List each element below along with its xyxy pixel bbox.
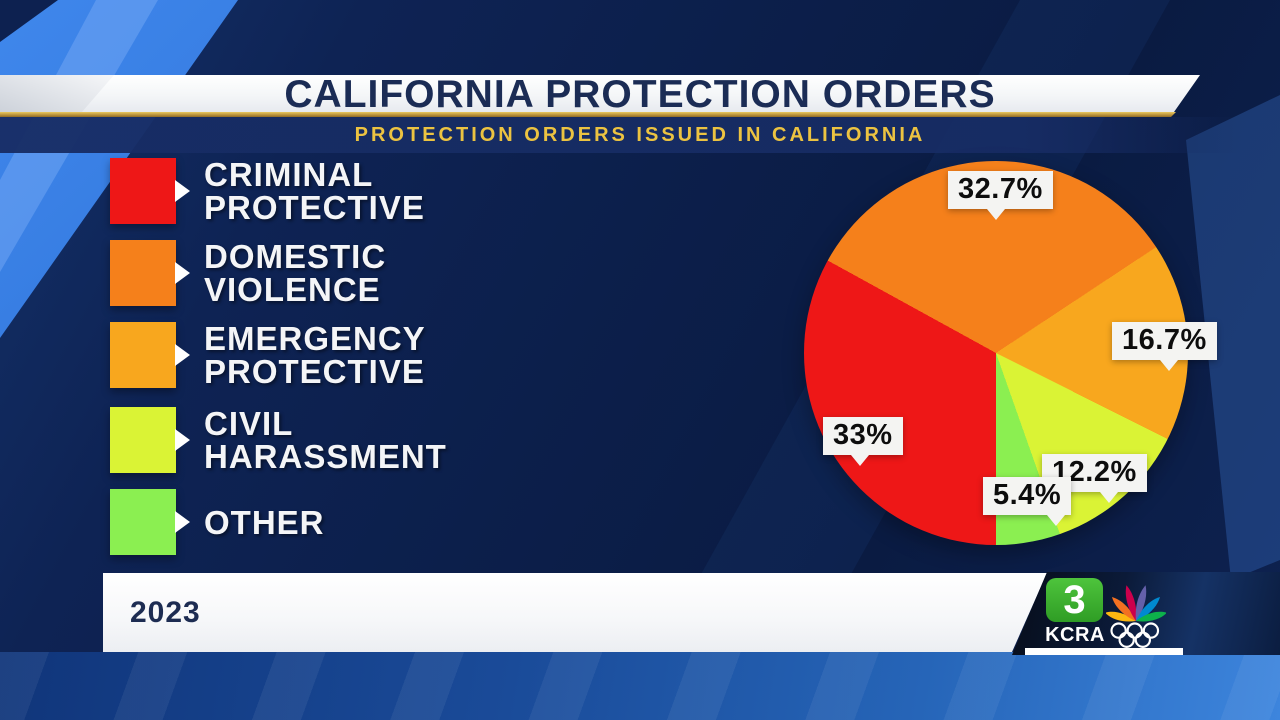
- footer-bar: 2023: [103, 573, 1047, 652]
- kcra-station-label: KCRA: [1045, 624, 1105, 646]
- header-gold-divider: [0, 112, 1176, 117]
- nbc-peacock-icon: [1106, 585, 1166, 622]
- legend-label: OTHER: [204, 503, 325, 541]
- legend-item-criminal-protective: CRIMINAL PROTECTIVE: [110, 158, 425, 224]
- header-band: [0, 75, 1200, 112]
- legend-swatch-criminal-protective: [110, 158, 176, 224]
- year-label: 2023: [130, 595, 201, 629]
- legend-swatch-other: [110, 489, 176, 555]
- kcra-channel-3-badge: 3: [1046, 578, 1103, 622]
- legend-label: DOMESTIC VIOLENCE: [204, 238, 387, 308]
- legend-label: CRIMINAL PROTECTIVE: [204, 156, 425, 226]
- pie-label-emergency-protective: 16.7%: [1112, 322, 1217, 371]
- legend-label: CIVIL HARASSMENT: [204, 405, 447, 475]
- legend-item-domestic-violence: DOMESTIC VIOLENCE: [110, 240, 386, 306]
- legend-label: EMERGENCY PROTECTIVE: [204, 320, 426, 390]
- pie-label-criminal-protective: 33%: [823, 417, 903, 466]
- olympic-rings-icon: [1110, 622, 1160, 648]
- legend-item-civil-harassment: CIVIL HARASSMENT: [110, 407, 447, 473]
- subtitle-strip: [0, 117, 1280, 153]
- page-title: CALIFORNIA PROTECTION ORDERS: [284, 73, 996, 116]
- background-bottom-strip: [0, 652, 1280, 720]
- legend-item-other: OTHER: [110, 489, 325, 555]
- legend-swatch-emergency-protective: [110, 322, 176, 388]
- pie-label-domestic-violence: 32.7%: [948, 171, 1053, 220]
- legend-item-emergency-protective: EMERGENCY PROTECTIVE: [110, 322, 426, 388]
- logo-underline: [1025, 648, 1183, 655]
- pie-label-other: 5.4%: [983, 477, 1072, 526]
- page-subtitle: PROTECTION ORDERS ISSUED IN CALIFORNIA: [354, 124, 926, 146]
- legend-swatch-civil-harassment: [110, 407, 176, 473]
- legend-swatch-domestic-violence: [110, 240, 176, 306]
